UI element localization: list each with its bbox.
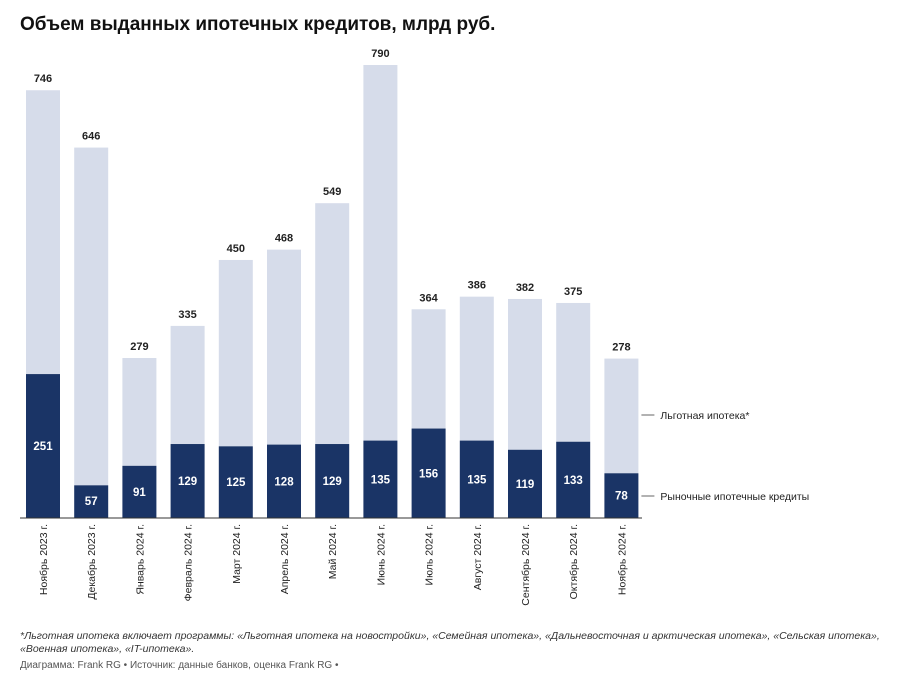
legend-label-market: Рыночные ипотечные кредиты [660,491,809,503]
bar-total-label: 382 [516,282,534,294]
bar-preferential [411,309,446,429]
x-tick-label: Февраль 2024 г. [183,524,195,601]
x-tick-label: Январь 2024 г. [134,524,146,595]
bar-total-label: 375 [564,286,582,298]
x-tick-label: Март 2024 г. [231,524,243,584]
bar-preferential [74,147,109,486]
bar-market [170,444,205,518]
bar-preferential [122,358,157,466]
bar-market-label: 251 [33,441,53,453]
bar-market-label: 133 [564,475,583,487]
x-tick-label: Июнь 2024 г. [375,524,387,585]
bar-market [411,428,446,518]
bar-preferential [556,302,591,442]
bar-market [26,374,60,518]
bar-total-label: 386 [468,280,486,292]
x-tick-label: Октябрь 2024 г. [568,524,580,599]
bar-market-label: 128 [274,476,294,488]
bar-market [267,444,301,518]
bars-group: 746 251 Ноябрь 2023 г. 646 57 Декабрь 2023 г.… [26,48,639,606]
bar-market-label: 91 [133,487,146,499]
bar-preferential [315,203,350,445]
bar-preferential [26,90,60,375]
credit-line: Диаграмма: Frank RG • Источник: данные б… [20,660,339,671]
chart-title: Объем выданных ипотечных кредитов, млрд … [20,14,496,35]
x-tick-label: Ноябрь 2024 г. [616,524,628,595]
bar-total-label: 646 [82,131,100,143]
bar-market [604,473,639,518]
bar-market [74,485,109,518]
bar-preferential [267,249,301,445]
bar-preferential [218,259,253,447]
bar-total-label: 746 [34,73,52,85]
bar-total-label: 549 [323,186,341,198]
bar-market-label: 78 [615,491,628,503]
bar-market-label: 119 [516,479,535,491]
x-tick-label: Сентябрь 2024 г. [520,524,532,606]
bar-chart: 746 251 Ноябрь 2023 г. 646 57 Декабрь 2023 г.… [20,48,809,606]
bar-market-label: 156 [419,468,438,480]
bar-total-label: 335 [178,309,196,321]
x-tick-label: Май 2024 г. [327,524,339,579]
bar-total-label: 364 [419,292,438,304]
bar-total-label: 450 [227,243,245,255]
bar-market [315,444,350,518]
bar-total-label: 278 [612,342,630,354]
bar-market [122,465,157,518]
x-tick-label: Август 2024 г. [472,524,484,590]
bar-market-label: 135 [371,474,391,486]
bar-market [556,441,591,518]
bar-market-label: 135 [467,474,487,486]
bar-market [508,449,542,518]
bar-total-label: 790 [371,48,389,60]
bar-preferential [170,325,205,445]
bar-preferential [604,358,639,474]
bar-market-label: 125 [226,477,246,489]
bar-total-label: 279 [130,341,148,353]
bar-total-label: 468 [275,233,293,245]
legend-label-preferential: Льготная ипотека* [660,410,749,422]
x-tick-label: Ноябрь 2023 г. [38,524,50,595]
bar-preferential [363,65,398,441]
bar-market [218,446,253,518]
bar-preferential [508,298,542,450]
bar-preferential [459,296,494,441]
x-tick-label: Декабрь 2023 г. [86,524,98,600]
legend: Льготная ипотека* Рыночные ипотечные кред… [641,410,809,503]
bar-market [363,440,398,518]
footnote: *Льготная ипотека включает программы: «Л… [20,630,880,655]
bar-market-label: 57 [85,496,98,508]
bar-market [459,440,494,518]
x-tick-label: Июль 2024 г. [424,524,436,585]
x-tick-label: Апрель 2024 г. [279,524,291,594]
bar-market-label: 129 [178,476,197,488]
bar-market-label: 129 [323,476,342,488]
